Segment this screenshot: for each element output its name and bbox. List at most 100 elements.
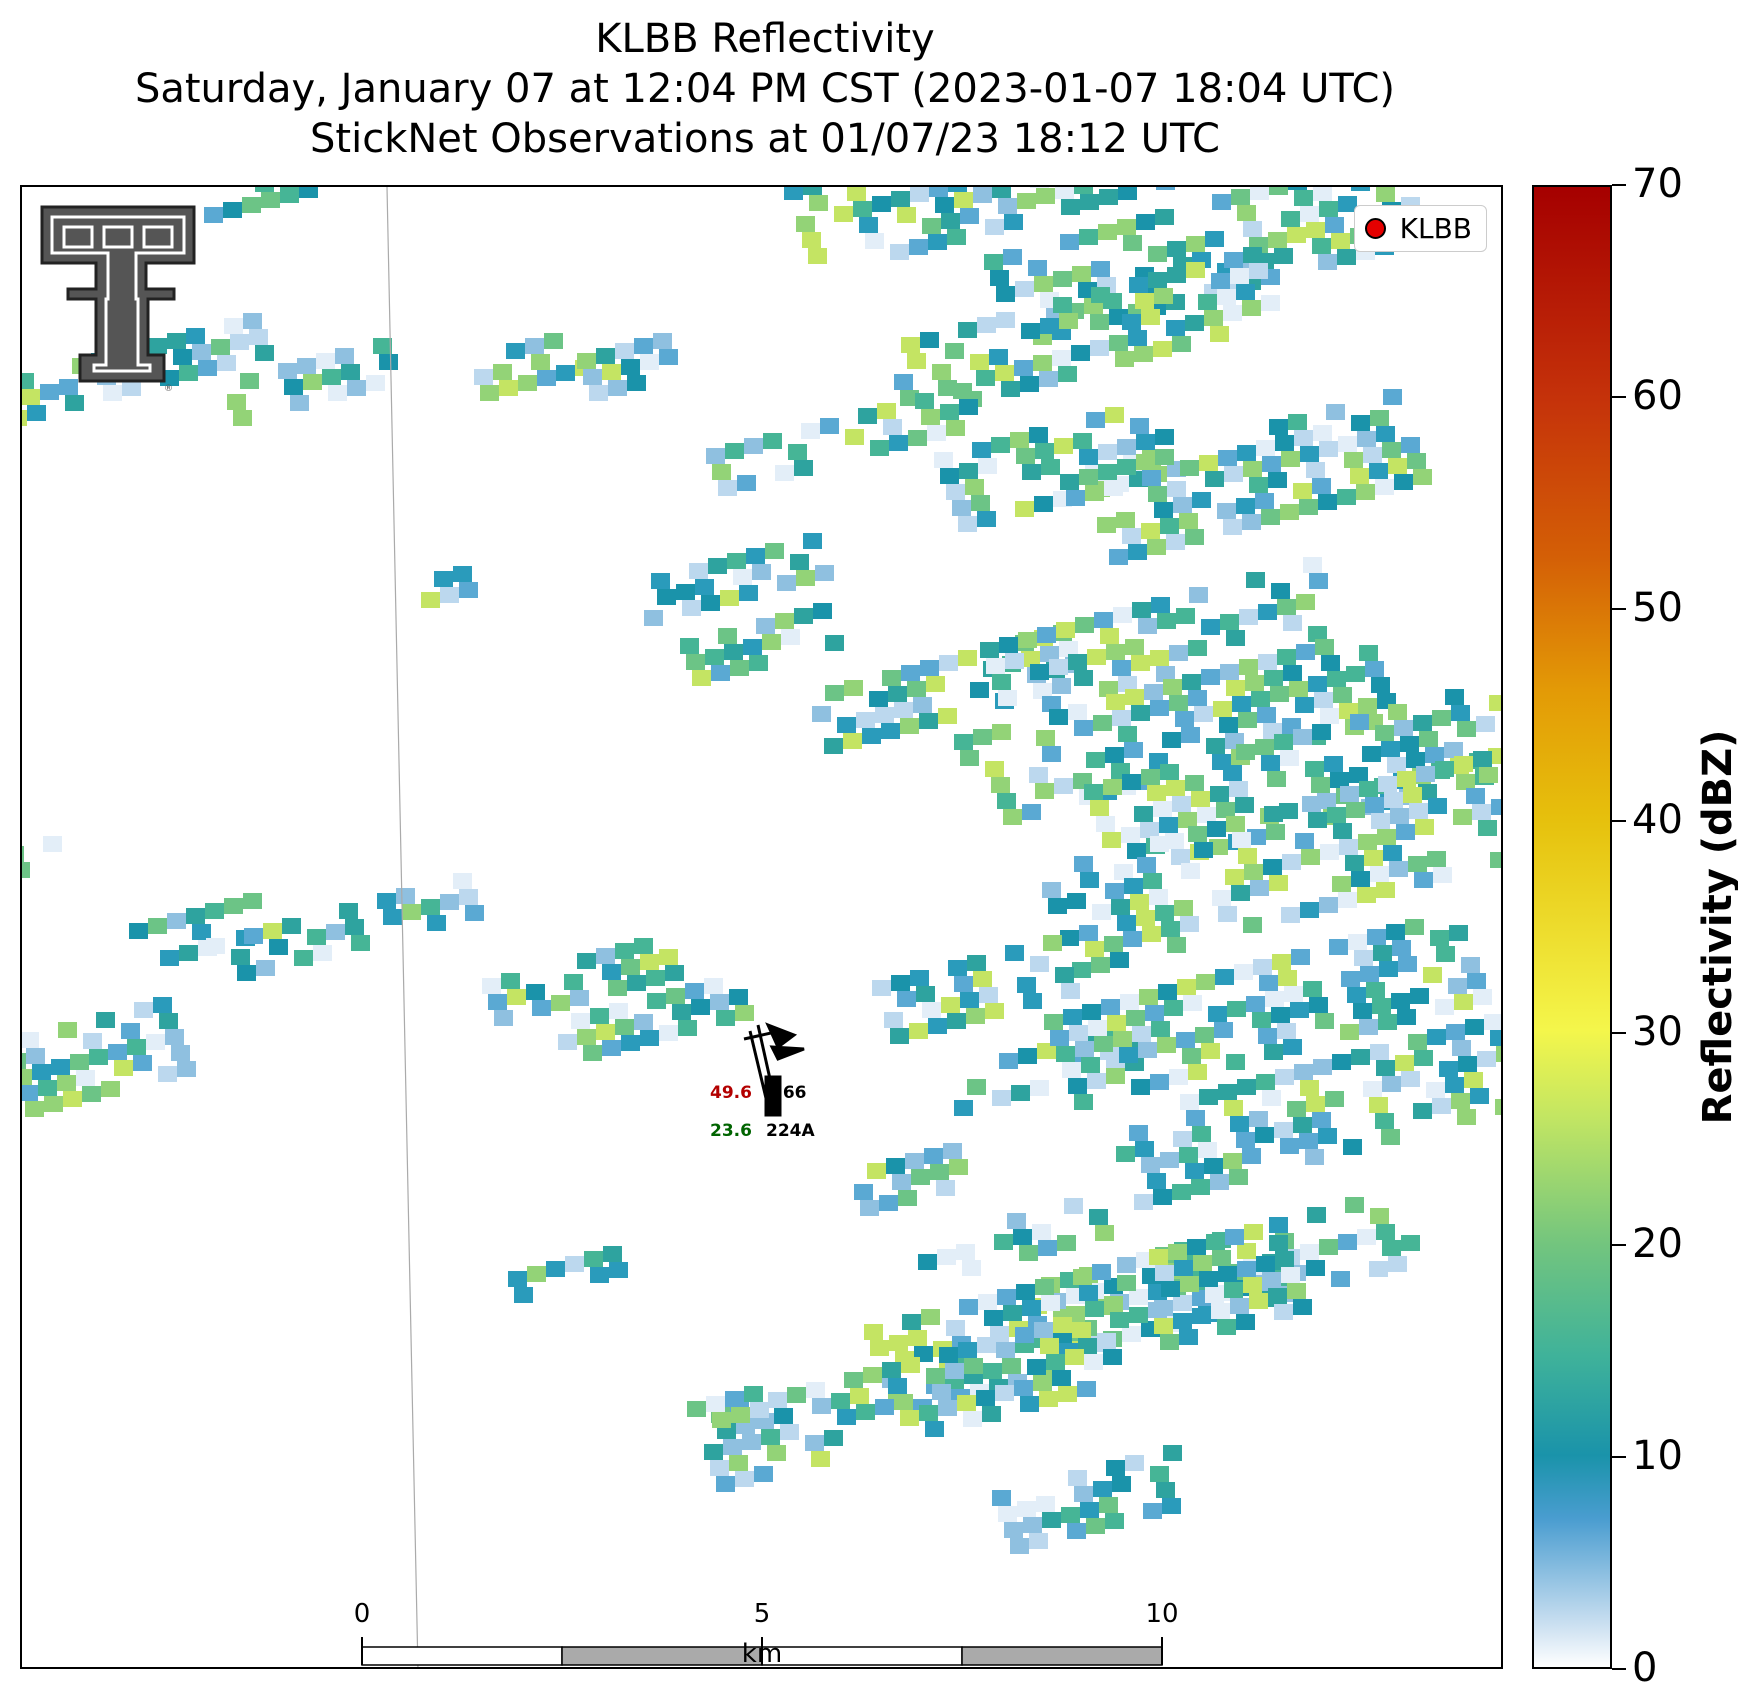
reflectivity-gate bbox=[1156, 187, 1175, 190]
reflectivity-gate bbox=[825, 635, 844, 651]
reflectivity-gate bbox=[998, 198, 1017, 214]
reflectivity-gate bbox=[1456, 774, 1475, 790]
reflectivity-gate bbox=[909, 1023, 928, 1039]
reflectivity-gate bbox=[1358, 834, 1377, 850]
reflectivity-gate bbox=[1016, 448, 1035, 464]
reflectivity-gate bbox=[1023, 993, 1042, 1009]
reflectivity-gate bbox=[1388, 704, 1407, 720]
reflectivity-gate bbox=[1188, 640, 1207, 656]
reflectivity-gate bbox=[1015, 1327, 1034, 1343]
reflectivity-gate bbox=[1306, 1260, 1325, 1276]
reflectivity-gate bbox=[946, 420, 965, 436]
reflectivity-gate bbox=[1293, 1117, 1312, 1133]
reflectivity-gate bbox=[1425, 747, 1444, 763]
reflectivity-gate bbox=[1261, 755, 1280, 771]
reflectivity-gate bbox=[1351, 415, 1370, 431]
reflectivity-gate bbox=[1074, 1486, 1093, 1502]
reflectivity-gate bbox=[1035, 443, 1054, 459]
reflectivity-gate bbox=[1016, 1284, 1035, 1300]
reflectivity-gate bbox=[1061, 1507, 1080, 1523]
reflectivity-gate bbox=[1135, 293, 1154, 309]
reflectivity-gate bbox=[958, 650, 977, 666]
reflectivity-gate bbox=[1299, 499, 1318, 515]
reflectivity-gate bbox=[794, 460, 813, 476]
reflectivity-gate bbox=[70, 1054, 89, 1070]
reflectivity-gate bbox=[621, 359, 640, 375]
reflectivity-gate bbox=[177, 1061, 196, 1077]
reflectivity-gate bbox=[960, 992, 979, 1008]
reflectivity-gate bbox=[1058, 366, 1077, 382]
station-266-label[interactable]: 266 bbox=[771, 1083, 807, 1103]
reflectivity-gate bbox=[1414, 1050, 1433, 1066]
reflectivity-gate bbox=[1308, 676, 1327, 692]
reflectivity-gate bbox=[774, 1408, 793, 1424]
reflectivity-gate bbox=[958, 1342, 977, 1358]
reflectivity-gate bbox=[22, 1069, 32, 1085]
reflectivity-gate bbox=[1303, 557, 1322, 573]
reflectivity-gate bbox=[1392, 940, 1411, 956]
reflectivity-gate bbox=[1022, 1300, 1041, 1316]
reflectivity-gate bbox=[602, 1040, 621, 1056]
reflectivity-gate bbox=[710, 1460, 729, 1476]
reflectivity-gate bbox=[1312, 1112, 1331, 1128]
reflectivity-gate bbox=[806, 1382, 825, 1398]
reflectivity-gate bbox=[366, 375, 385, 391]
reflectivity-gate bbox=[1072, 962, 1091, 978]
reflectivity-gate bbox=[1150, 650, 1169, 666]
reflectivity-gate bbox=[1033, 1375, 1052, 1391]
reflectivity-gate bbox=[1103, 779, 1122, 795]
reflectivity-gate bbox=[1029, 1533, 1048, 1549]
reflectivity-gate bbox=[634, 1014, 653, 1030]
reflectivity-gate bbox=[1212, 194, 1231, 210]
reflectivity-gate bbox=[1192, 1126, 1211, 1142]
reflectivity-gate bbox=[1405, 919, 1424, 935]
reflectivity-gate bbox=[1386, 924, 1405, 940]
colorbar-tick bbox=[1612, 608, 1626, 610]
reflectivity-gate bbox=[57, 1075, 76, 1091]
reflectivity-gate bbox=[1372, 998, 1391, 1014]
reflectivity-gate bbox=[1319, 897, 1338, 913]
reflectivity-gate bbox=[1387, 757, 1406, 773]
reflectivity-gate bbox=[659, 349, 678, 365]
reflectivity-gate bbox=[1214, 1022, 1233, 1038]
reflectivity-gate bbox=[1252, 1012, 1271, 1028]
reflectivity-gate bbox=[1369, 463, 1388, 479]
reflectivity-gate bbox=[1308, 812, 1327, 828]
reflectivity-gate bbox=[133, 1055, 152, 1071]
reflectivity-gate bbox=[864, 1324, 883, 1340]
reflectivity-gate bbox=[1280, 750, 1299, 766]
reflectivity-gate bbox=[727, 553, 746, 569]
reflectivity-gate bbox=[976, 370, 995, 386]
reflectivity-gate bbox=[692, 670, 711, 686]
reflectivity-gate bbox=[1210, 1174, 1229, 1190]
reflectivity-gate bbox=[345, 919, 364, 935]
reflectivity-gate bbox=[1320, 708, 1339, 724]
reflectivity-gate bbox=[1338, 436, 1357, 452]
reflectivity-gate bbox=[1473, 751, 1492, 767]
reflectivity-gate bbox=[1189, 587, 1208, 603]
reflectivity-gate bbox=[1283, 665, 1302, 681]
reflectivity-gate bbox=[640, 1030, 659, 1046]
reflectivity-gate bbox=[1258, 1028, 1277, 1044]
reflectivity-gate bbox=[910, 970, 929, 986]
reflectivity-gate bbox=[973, 729, 992, 745]
reflectivity-gate bbox=[1354, 950, 1373, 966]
reflectivity-gate bbox=[1163, 1445, 1182, 1461]
reflectivity-gate bbox=[1457, 1109, 1476, 1125]
reflectivity-gate bbox=[1091, 261, 1110, 277]
radar-map[interactable]: ® KLBB 49.6 266 23.6 224A 0 5 10 km bbox=[20, 185, 1503, 1669]
station-224a-label[interactable]: 224A bbox=[766, 1121, 815, 1141]
reflectivity-gate bbox=[801, 423, 820, 439]
reflectivity-gate bbox=[1077, 1381, 1096, 1397]
reflectivity-gate bbox=[1163, 679, 1182, 695]
reflectivity-gate bbox=[1315, 639, 1334, 655]
reflectivity-gate bbox=[1155, 1265, 1174, 1281]
reflectivity-gate bbox=[678, 1020, 697, 1036]
reflectivity-gate bbox=[328, 385, 347, 401]
reflectivity-gate bbox=[985, 219, 1004, 235]
reflectivity-gate bbox=[615, 943, 634, 959]
reflectivity-gate bbox=[627, 375, 646, 391]
reflectivity-gate bbox=[1042, 1512, 1061, 1528]
colorbar-tick bbox=[1612, 820, 1626, 822]
reflectivity-gate bbox=[1186, 236, 1205, 252]
